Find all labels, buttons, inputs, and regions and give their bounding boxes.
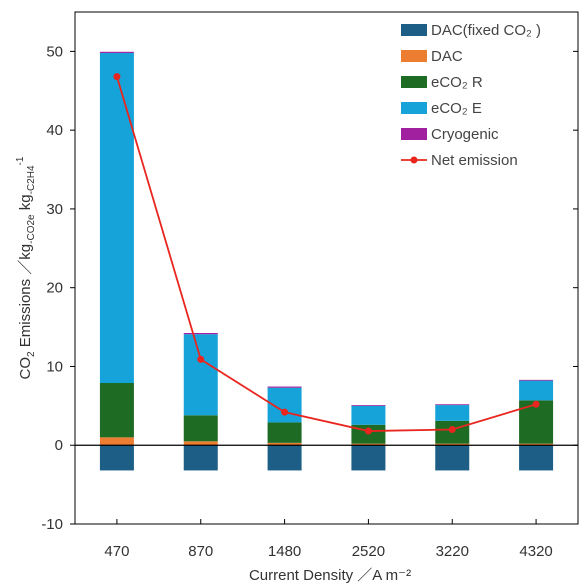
plot-area: [74, 11, 579, 525]
bar-segment: [519, 379, 554, 381]
legend-swatch: [401, 102, 427, 114]
bars: [99, 51, 554, 471]
x-tick-label: 470: [104, 543, 129, 560]
legend-swatch: [401, 50, 427, 62]
y-axis-title-mid: Emissions ／kg: [17, 244, 34, 352]
bar-segment: [99, 51, 134, 53]
legend-label: DAC(fixed CO₂ ): [431, 22, 541, 39]
bar-segment: [99, 52, 134, 384]
legend-label: eCO₂ R: [431, 74, 483, 91]
bar-segment: [99, 445, 134, 471]
y-tick-label: 20: [46, 280, 63, 297]
bar-segment: [267, 445, 302, 471]
bar-segment: [351, 405, 386, 425]
y-tick-label: 30: [46, 201, 63, 218]
y-axis-title-sub2: -CO2e: [26, 214, 37, 244]
bar-segment: [519, 445, 554, 471]
legend-marker: [410, 156, 418, 164]
bar-segment: [351, 405, 386, 406]
legend-swatch: [401, 128, 427, 140]
bar-segment: [435, 443, 470, 446]
bar-segment: [435, 405, 470, 421]
net-emission-point: [448, 425, 456, 433]
x-tick-label: 2520: [352, 543, 385, 560]
legend-swatch: [401, 76, 427, 88]
y-tick-label: 10: [46, 358, 63, 375]
net-emission-point: [113, 73, 121, 81]
bar-segment: [435, 445, 470, 471]
bar-segment: [351, 443, 386, 446]
y-tick-label: 0: [55, 437, 63, 454]
y-axis-title-co: CO: [17, 357, 34, 380]
x-axis-title: Current Density ／A m⁻²: [249, 567, 411, 584]
net-emission-point: [281, 408, 289, 416]
y-tick-label: 40: [46, 122, 63, 139]
bar-segment: [183, 334, 218, 416]
y-tick-label: 50: [46, 43, 63, 60]
x-tick-label: 4320: [519, 543, 552, 560]
bar-segment: [183, 415, 218, 442]
y-axis: -10 0 10 20 30 40 50: [41, 43, 578, 533]
x-axis: 470 870 1480 2520 3220 4320: [104, 519, 553, 560]
bar-segment: [183, 441, 218, 446]
legend-label: Net emission: [431, 152, 518, 169]
legend-swatch: [401, 24, 427, 36]
bar-segment: [519, 380, 554, 401]
y-axis-title-sub1: 2: [26, 351, 37, 357]
legend-label: DAC: [431, 48, 463, 65]
bar-segment: [351, 445, 386, 471]
net-emission-polyline: [116, 76, 537, 432]
bar-segment: [267, 422, 302, 443]
bar-segment: [519, 443, 554, 446]
legend: DAC(fixed CO₂ ) DAC eCO₂ R eCO₂ E Cryogenic N…: [401, 22, 541, 169]
y-axis-title: CO2 Emissions ／kg-CO2e kg-C2H4-1: [15, 156, 37, 379]
net-emission-point: [532, 400, 540, 408]
bar-segment: [183, 445, 218, 471]
y-axis-title-sub3: -C2H4: [26, 165, 37, 194]
y-tick-label: -10: [41, 516, 63, 533]
y-axis-title-mid2: kg: [17, 194, 34, 214]
y-axis-title-sup: -1: [15, 156, 26, 165]
x-tick-label: 3220: [436, 543, 469, 560]
net-emission-point: [197, 355, 205, 363]
legend-label: eCO₂ E: [431, 100, 482, 117]
x-tick-label: 870: [188, 543, 213, 560]
legend-label: Cryogenic: [431, 126, 499, 143]
net-emission-point: [364, 427, 372, 435]
bar-segment: [99, 437, 134, 446]
bar-segment: [183, 332, 218, 335]
bar-segment: [267, 386, 302, 388]
bar-segment: [435, 404, 470, 406]
x-tick-label: 1480: [268, 543, 301, 560]
net-emission-line: [113, 73, 540, 435]
bar-segment: [99, 383, 134, 438]
bar-segment: [267, 442, 302, 446]
